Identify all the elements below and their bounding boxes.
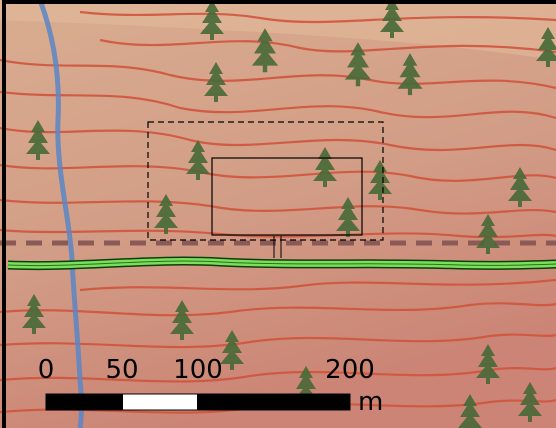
scale-bar: 0 50 100 200 m [38, 355, 384, 417]
scale-segment-3 [197, 394, 350, 410]
scale-tick-50: 50 [105, 355, 138, 385]
road-line [7, 256, 556, 271]
scale-unit: m [358, 387, 383, 417]
scale-segment-2 [123, 394, 197, 410]
scale-tick-100: 100 [173, 355, 223, 385]
site-outline[interactable] [211, 157, 363, 236]
scale-segment-1 [46, 394, 123, 410]
buffer-zone-outline[interactable] [147, 121, 384, 241]
scale-tick-200: 200 [325, 355, 375, 385]
stream-line [37, 0, 84, 428]
scale-tick-0: 0 [38, 355, 55, 385]
scale-bar-outline [45, 393, 351, 411]
